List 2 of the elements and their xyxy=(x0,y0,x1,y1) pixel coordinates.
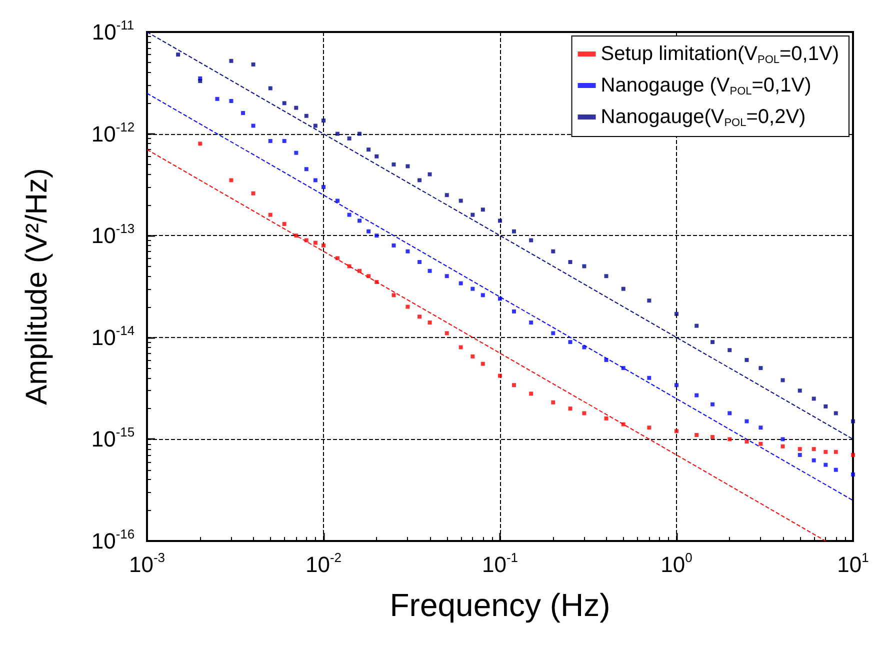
x-axis-title: Frequency (Hz) xyxy=(390,587,610,623)
y-axis-title: Amplitude (V²/Hz) xyxy=(20,168,54,405)
